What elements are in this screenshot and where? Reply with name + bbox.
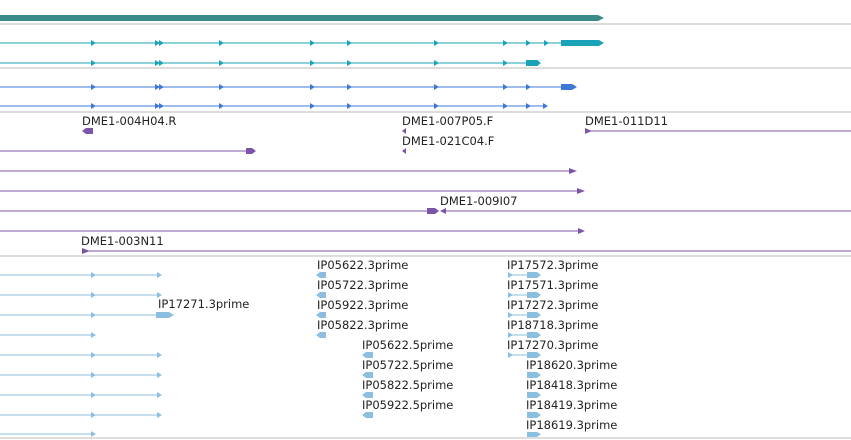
clone-label: DME1-003N11 <box>81 234 164 248</box>
transcript-2[interactable] <box>0 60 541 66</box>
clone-feature[interactable] <box>0 228 585 234</box>
est-feature[interactable] <box>508 312 541 318</box>
est-label: IP17271.3prime <box>158 297 249 311</box>
transcript-4[interactable] <box>0 103 548 109</box>
est-label: IP05822.3prime <box>317 318 408 332</box>
gene-feature[interactable] <box>0 15 604 21</box>
clone-feature[interactable] <box>0 188 585 194</box>
est-feature[interactable] <box>316 312 326 318</box>
est-track: IP17271.3prime IP05622.3prime IP05722.3p… <box>0 258 617 437</box>
est-feature[interactable] <box>316 272 326 278</box>
clone-label: DME1-011D11 <box>585 114 668 128</box>
transcript-3[interactable] <box>0 84 577 90</box>
est-label: IP05722.3prime <box>317 278 408 292</box>
clone-feature[interactable] <box>402 128 406 134</box>
est-feature[interactable] <box>527 372 541 378</box>
est-label: IP05922.3prime <box>317 298 408 312</box>
est-feature[interactable] <box>508 272 541 278</box>
est-label: IP18718.3prime <box>507 318 598 332</box>
clone-label: DME1-007P05.F <box>402 114 493 128</box>
est-label: IP05822.5prime <box>362 378 453 392</box>
est-feature[interactable] <box>362 412 373 418</box>
est-label: IP05622.5prime <box>362 338 453 352</box>
est-label: IP18620.3prime <box>526 358 617 372</box>
est-label: IP05622.3prime <box>317 258 408 272</box>
est-feature[interactable] <box>508 292 541 298</box>
est-feature[interactable] <box>0 352 162 358</box>
est-feature[interactable] <box>362 392 373 398</box>
est-feature[interactable] <box>0 332 96 338</box>
clone-label: DME1-009I07 <box>440 194 518 208</box>
est-label: IP17270.3prime <box>507 338 598 352</box>
est-feature[interactable] <box>508 352 541 358</box>
clone-feature[interactable] <box>0 148 256 154</box>
est-feature[interactable] <box>0 392 162 398</box>
clone-feature[interactable] <box>82 248 851 254</box>
clone-feature[interactable] <box>0 208 439 214</box>
est-feature[interactable] <box>527 392 541 398</box>
est-feature[interactable] <box>0 412 162 418</box>
est-label: IP05922.5prime <box>362 398 453 412</box>
est-feature[interactable] <box>527 432 541 437</box>
clone-track: DME1-004H04.R DME1-007P05.F DME1-011D11 … <box>0 114 851 254</box>
clone-feature[interactable] <box>82 128 93 134</box>
transcript-1[interactable] <box>0 40 604 46</box>
transcript-track <box>0 40 604 109</box>
est-feature[interactable] <box>362 372 373 378</box>
est-label: IP17272.3prime <box>507 298 598 312</box>
clone-feature[interactable] <box>440 208 851 214</box>
est-label: IP18418.3prime <box>526 378 617 392</box>
est-feature[interactable] <box>527 412 541 418</box>
est-feature[interactable] <box>0 431 96 437</box>
est-feature[interactable] <box>0 292 162 298</box>
est-feature[interactable] <box>508 332 541 338</box>
est-feature[interactable] <box>362 352 373 358</box>
est-feature[interactable] <box>316 292 326 298</box>
clone-feature[interactable] <box>585 128 851 134</box>
clone-label: DME1-021C04.F <box>402 134 494 148</box>
est-label: IP18619.3prime <box>526 418 617 432</box>
est-feature[interactable] <box>316 332 326 338</box>
est-feature[interactable] <box>0 372 162 378</box>
est-label: IP05722.5prime <box>362 358 453 372</box>
est-label: IP17572.3prime <box>507 258 598 272</box>
est-label: IP17571.3prime <box>507 278 598 292</box>
est-feature[interactable] <box>0 312 174 318</box>
clone-feature[interactable] <box>0 168 577 174</box>
est-label: IP18419.3prime <box>526 398 617 412</box>
clone-label: DME1-004H04.R <box>82 114 176 128</box>
est-feature[interactable] <box>0 272 162 278</box>
clone-feature[interactable] <box>402 148 406 154</box>
